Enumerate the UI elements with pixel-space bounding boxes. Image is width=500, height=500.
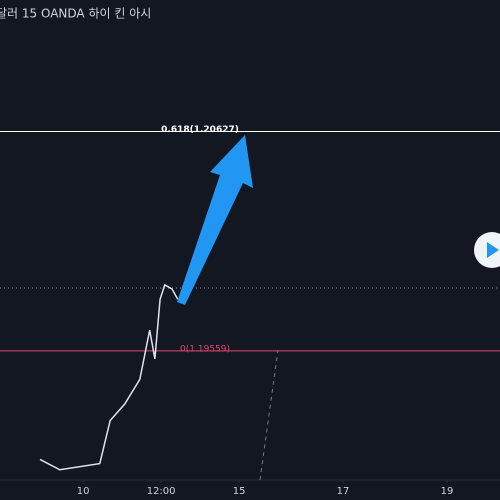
x-tick-label: 17	[337, 486, 350, 497]
price-line-series	[39, 283, 179, 471]
projection-line	[259, 349, 279, 481]
x-tick-label: 12:00	[147, 486, 176, 497]
fib-label: 0(1.19559)	[180, 344, 230, 354]
arrow-drawing	[177, 135, 253, 305]
x-tick-label: 15	[233, 486, 246, 497]
scroll-button[interactable]	[474, 232, 500, 268]
chart-title: 달러 15 OANDA 하이 킨 아시	[0, 7, 151, 21]
x-tick-label: 10	[77, 486, 90, 497]
x-tick-label: 19	[441, 486, 454, 497]
fib-label: 0.618(1.20627)	[161, 125, 239, 135]
play-icon[interactable]	[487, 242, 499, 258]
